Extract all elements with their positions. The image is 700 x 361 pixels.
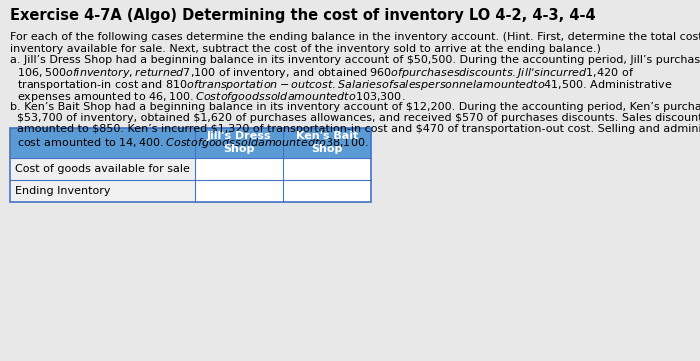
Bar xyxy=(283,179,371,201)
Bar xyxy=(195,179,283,201)
Text: amounted to $850. Ken’s incurred $1,320 of transportation-in cost and $470 of tr: amounted to $850. Ken’s incurred $1,320 … xyxy=(10,125,700,135)
Bar xyxy=(10,157,195,179)
Text: $106,500 of inventory, returned $7,100 of inventory, and obtained $960 of purcha: $106,500 of inventory, returned $7,100 o… xyxy=(10,66,634,81)
Text: a. Jill’s Dress Shop had a beginning balance in its inventory account of $50,500: a. Jill’s Dress Shop had a beginning bal… xyxy=(10,55,700,65)
Bar xyxy=(283,157,371,179)
Bar xyxy=(10,127,371,201)
Text: cost amounted to $14,400. Cost of goods sold amounted to $38,100.: cost amounted to $14,400. Cost of goods … xyxy=(10,136,369,150)
Text: expenses amounted to $46,100. Cost of goods sold amounted to $103,300.: expenses amounted to $46,100. Cost of go… xyxy=(10,90,405,104)
Text: Jill's Dress
Shop: Jill's Dress Shop xyxy=(206,131,272,154)
Bar xyxy=(10,179,195,201)
Text: Exercise 4-7A (Algo) Determining the cost of inventory LO 4-2, 4-3, 4-4: Exercise 4-7A (Algo) Determining the cos… xyxy=(10,8,596,23)
Text: For each of the following cases determine the ending balance in the inventory ac: For each of the following cases determin… xyxy=(10,32,700,42)
Text: Ken's Bait
Shop: Ken's Bait Shop xyxy=(296,131,358,154)
Text: Ending Inventory: Ending Inventory xyxy=(15,186,111,196)
Text: transportation-in cost and $810 of transportation-out cost. Salaries of sales pe: transportation-in cost and $810 of trans… xyxy=(10,78,673,92)
Text: Cost of goods available for sale: Cost of goods available for sale xyxy=(15,164,190,174)
Text: inventory available for sale. Next, subtract the cost of the inventory sold to a: inventory available for sale. Next, subt… xyxy=(10,43,601,53)
Text: b. Ken’s Bait Shop had a beginning balance in its inventory account of $12,200. : b. Ken’s Bait Shop had a beginning balan… xyxy=(10,101,700,112)
Text: $53,700 of inventory, obtained $1,620 of purchases allowances, and received $570: $53,700 of inventory, obtained $1,620 of… xyxy=(10,113,700,123)
Bar xyxy=(10,127,371,157)
Bar xyxy=(195,157,283,179)
